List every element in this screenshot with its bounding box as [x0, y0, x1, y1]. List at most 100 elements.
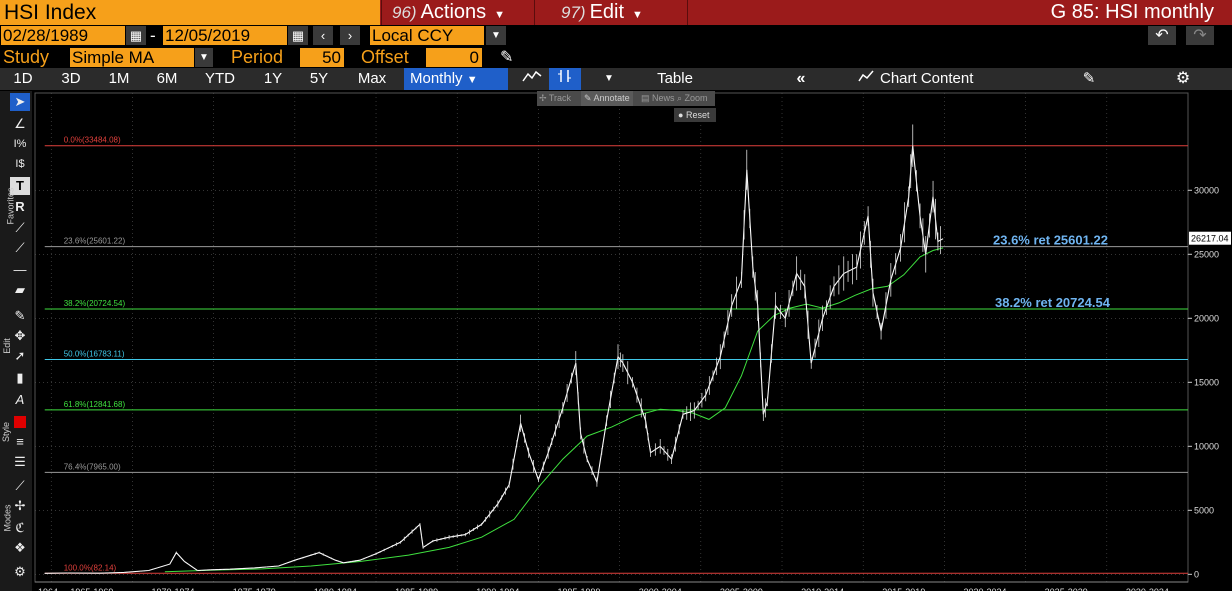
gear-icon[interactable]: ⚙: [1175, 70, 1191, 87]
page-title: G 85: HSI monthly: [1050, 1, 1214, 23]
date-separator: -: [150, 26, 156, 45]
actions-menu[interactable]: 96) Actions ▼: [381, 0, 533, 25]
cursor-icon[interactable]: ➤: [10, 93, 30, 111]
last-price-box: [1189, 231, 1231, 245]
study-label: Study: [3, 47, 50, 67]
bloomberg-icon[interactable]: ℭ: [15, 520, 25, 535]
annotation-edit-icon[interactable]: ✎: [1082, 70, 1096, 87]
frequency-label: Monthly: [410, 70, 463, 87]
fib-level-label: 38.2%(20724.54): [64, 299, 126, 308]
price-chart[interactable]: 0 5000 10000 15000 20000 25000 30000 1964 1965-1…: [33, 91, 1232, 591]
range-max[interactable]: Max: [357, 70, 387, 87]
title-bar: HSI Index 96) Actions ▼ 97) Edit ▼ G 85: HSI…: [0, 0, 1232, 25]
ray-icon[interactable]: ⟋: [15, 240, 25, 255]
text-tool-icon[interactable]: T: [10, 177, 30, 195]
range-1y[interactable]: 1Y: [263, 70, 283, 87]
range-3d[interactable]: 3D: [61, 70, 81, 87]
chart-content-button[interactable]: Chart Content: [880, 70, 974, 87]
measure-icon[interactable]: ⟋: [15, 478, 25, 493]
edit-label: Edit: [589, 1, 625, 23]
study-bar: Study Simple MA ▼ Period 50 Offset 0 ✎: [0, 47, 1232, 68]
range-6m[interactable]: 6M: [156, 70, 178, 87]
line-draw-icon[interactable]: ∠: [14, 116, 26, 131]
horizontal-line-icon[interactable]: —: [13, 262, 27, 277]
pencil-icon[interactable]: ✎: [500, 49, 514, 66]
fib-level-label: 61.8%(12841.68): [64, 400, 126, 409]
modes-label: Modes: [2, 504, 13, 532]
offset-label: Offset: [361, 47, 409, 67]
favorites-label: Favorites: [5, 187, 16, 225]
y-tick-label: 15000: [1194, 377, 1219, 387]
retracement-icon[interactable]: R: [15, 199, 25, 214]
reset-label: Reset: [685, 110, 710, 120]
color-swatch-icon[interactable]: [10, 413, 30, 431]
period-field[interactable]: 50: [300, 48, 344, 67]
reset-button[interactable]: ● Reset: [674, 108, 716, 122]
x-tick-label: 2000-2004: [639, 587, 682, 591]
redo-icon[interactable]: ↷: [1186, 26, 1214, 45]
settings-icon[interactable]: ⚙: [14, 564, 26, 579]
y-tick-label: 0: [1194, 569, 1199, 579]
undo-icon[interactable]: ↶: [1148, 26, 1176, 45]
zoom-button[interactable]: ⌕ Zoom: [677, 93, 708, 103]
chart-content-icon: [856, 68, 876, 90]
study-select[interactable]: Simple MA: [70, 48, 194, 67]
fib-level-label: 0.0%(33484.08): [64, 136, 121, 145]
channel-icon[interactable]: ▰: [15, 282, 25, 297]
line-chart-icon[interactable]: [516, 68, 548, 90]
edit-label: Edit: [1, 338, 12, 354]
track-button[interactable]: ✢ Track: [539, 93, 572, 103]
edit-menu[interactable]: 97) Edit ▼: [534, 0, 686, 25]
x-tick-label: 2025-2029: [1045, 587, 1088, 591]
reset-icon: ●: [678, 110, 684, 120]
chevron-right-icon[interactable]: ›: [340, 26, 360, 45]
x-tick-label: 2015-2019: [882, 587, 925, 591]
chevron-down-icon[interactable]: ▼: [486, 26, 506, 45]
news-button[interactable]: ▤ News: [641, 93, 675, 103]
table-button[interactable]: Table: [657, 70, 693, 87]
currency-select[interactable]: Local CCY: [370, 26, 484, 45]
x-tick-label: 2020-2024: [963, 587, 1006, 591]
line-style-icon[interactable]: ☰: [14, 454, 26, 469]
annotate-button[interactable]: ✎ Annotate: [581, 91, 633, 106]
range-1d[interactable]: 1D: [13, 70, 33, 87]
chevron-down-icon[interactable]: ▼: [604, 73, 614, 84]
candle-chart-icon[interactable]: [549, 68, 581, 90]
collapse-icon[interactable]: «: [796, 70, 806, 87]
select-icon[interactable]: ➚: [14, 348, 26, 363]
calendar-icon[interactable]: ▦: [126, 26, 146, 45]
chevron-left-icon[interactable]: ‹: [313, 26, 333, 45]
calendar-icon[interactable]: ▦: [288, 26, 308, 45]
pen-icon[interactable]: ✎: [14, 308, 26, 323]
palette-icon[interactable]: ❖: [14, 540, 26, 555]
chart-background: [33, 91, 1232, 591]
start-date-field[interactable]: 02/28/1989: [1, 26, 125, 45]
dollar-tool-icon[interactable]: I$: [15, 158, 25, 170]
y-tick-label: 20000: [1194, 313, 1219, 323]
annotate-bar: ✢ Track ✎ Annotate ▤ News ⌕ Zoom: [537, 91, 715, 106]
chevron-down-icon: ▼: [466, 74, 478, 86]
chevron-down-icon[interactable]: ▼: [195, 48, 213, 67]
range-ytd[interactable]: YTD: [205, 70, 235, 87]
range-1m[interactable]: 1M: [108, 70, 130, 87]
y-tick-label: 30000: [1194, 185, 1219, 195]
font-icon[interactable]: A: [15, 392, 25, 407]
line-weight-icon[interactable]: ≡: [16, 434, 24, 449]
annotate-label: Annotate: [593, 93, 630, 103]
ticker-field[interactable]: HSI Index: [0, 0, 380, 25]
offset-field[interactable]: 0: [426, 48, 482, 67]
frequency-select[interactable]: Monthly ▼: [404, 68, 508, 90]
brush-icon[interactable]: ⟋: [15, 220, 25, 235]
end-date-field[interactable]: 12/05/2019: [163, 26, 287, 45]
y-tick-label: 10000: [1194, 441, 1219, 451]
move-icon[interactable]: ✥: [14, 328, 26, 343]
range-5y[interactable]: 5Y: [309, 70, 329, 87]
x-tick-label: 2005-2009: [720, 587, 763, 591]
percent-tool-icon[interactable]: I%: [13, 138, 27, 150]
x-tick-label: 1985-1989: [395, 587, 438, 591]
fib-level-label: 100.0%(82.14): [64, 563, 117, 572]
moving-average-line: [164, 247, 944, 573]
trash-icon[interactable]: ▮: [16, 370, 24, 385]
crosshair-icon[interactable]: ✢: [14, 498, 26, 513]
news-label: News: [652, 93, 675, 103]
